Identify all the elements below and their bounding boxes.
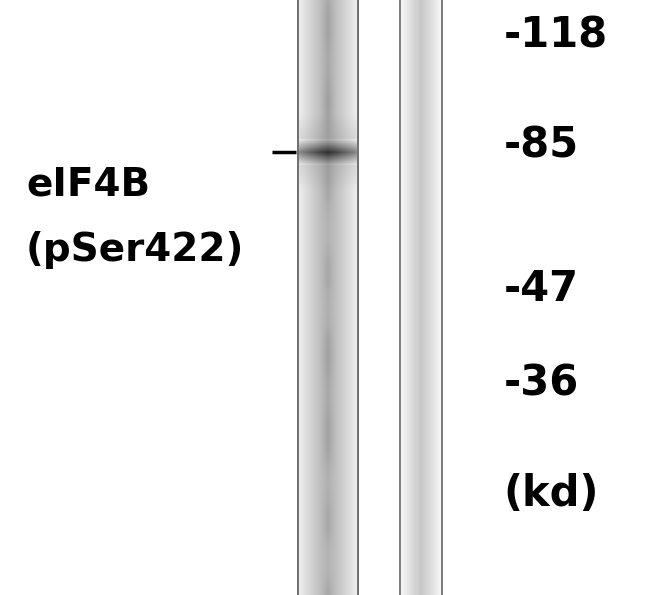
Text: -36: -36 — [504, 363, 579, 405]
Text: (kd): (kd) — [504, 473, 599, 515]
Text: -118: -118 — [504, 15, 608, 57]
Text: -47: -47 — [504, 268, 579, 309]
Text: eIF4B: eIF4B — [26, 165, 150, 203]
Text: (pSer422): (pSer422) — [26, 231, 244, 269]
Text: -85: -85 — [504, 125, 579, 167]
